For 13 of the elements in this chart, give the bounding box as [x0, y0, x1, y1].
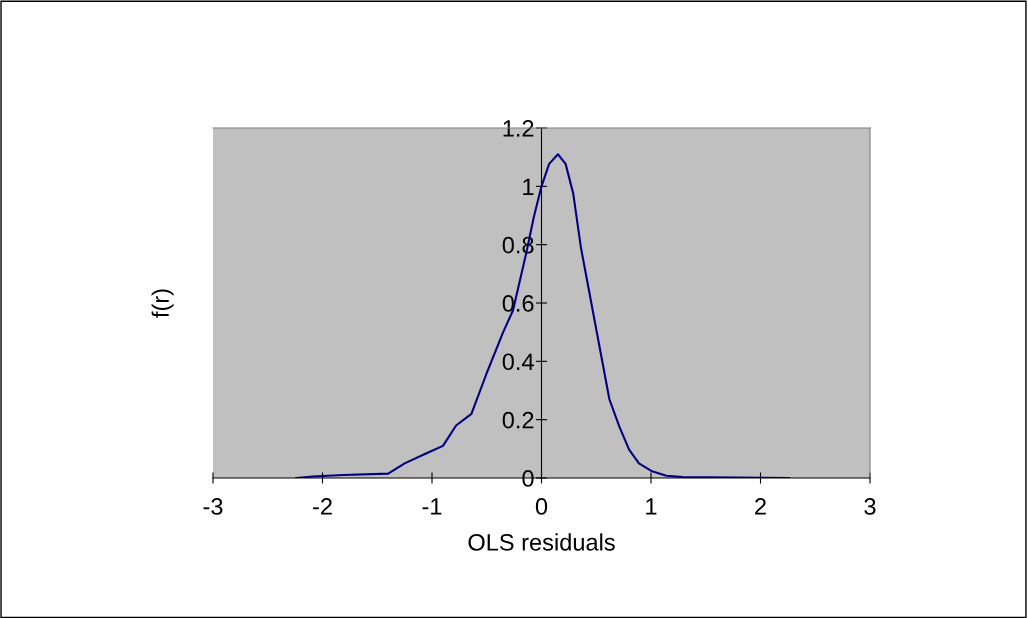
y-tick-label: 1 [523, 178, 534, 195]
x-axis-title: OLS residuals [468, 533, 615, 551]
y-axis-title: f(r) [151, 289, 174, 318]
x-tick-label: -1 [422, 498, 442, 515]
x-tick-label: -2 [313, 498, 332, 515]
x-tick-label: -3 [203, 498, 223, 515]
y-tick-label: 0.2 [502, 411, 534, 429]
y-tick-label: 0.4 [502, 353, 534, 371]
x-tick-label: 0 [535, 498, 548, 515]
x-tick-label: 1 [646, 498, 657, 515]
x-tick-label: 3 [864, 498, 876, 515]
x-tick-label: 2 [755, 498, 766, 515]
y-tick-label: 1.2 [503, 120, 534, 137]
